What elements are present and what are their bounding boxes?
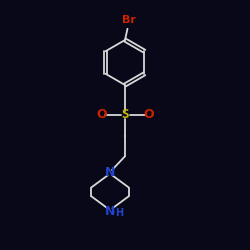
Text: O: O [144,108,154,122]
Text: O: O [96,108,106,122]
Text: N: N [105,166,115,179]
Text: S: S [121,108,129,122]
Text: Br: Br [122,15,136,25]
Text: N: N [105,205,115,218]
Text: H: H [115,208,123,218]
